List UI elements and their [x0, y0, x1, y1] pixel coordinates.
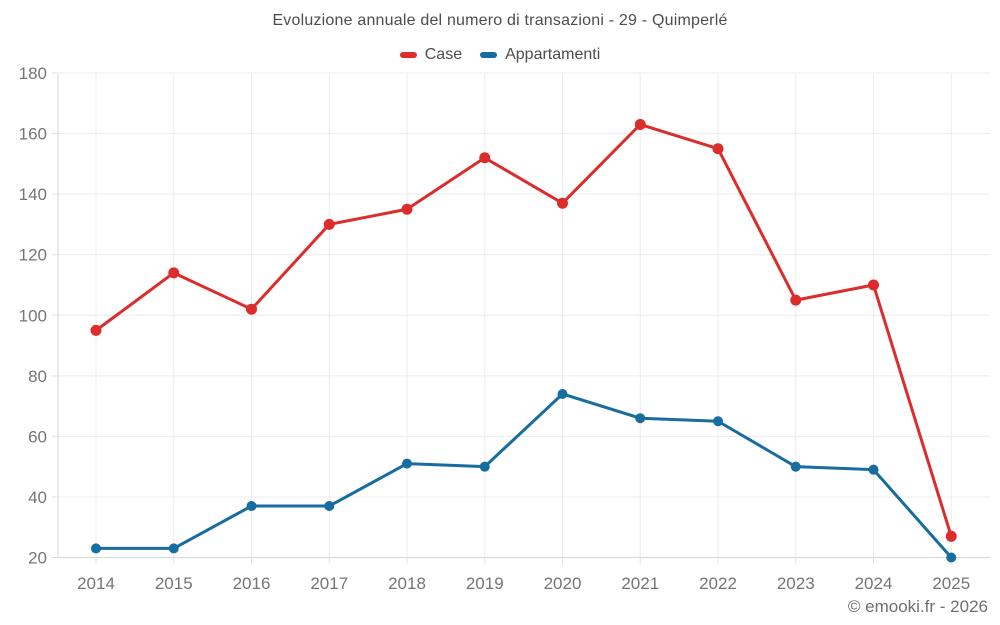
data-point-case: [634, 118, 646, 130]
data-point-appartamenti: [790, 461, 801, 472]
legend-item-appartamenti[interactable]: Appartamenti: [480, 46, 600, 64]
y-axis-label: 80: [28, 367, 47, 386]
legend-item-case[interactable]: Case: [399, 46, 463, 64]
data-point-case: [401, 203, 413, 215]
chart-legend: Case Appartamenti: [0, 46, 1000, 64]
copyright-footer: © emooki.fr - 2026: [847, 597, 988, 616]
data-point-case: [868, 279, 879, 291]
legend-label-appartamenti: Appartamenti: [505, 46, 601, 63]
chart-title: Evoluzione annuale del numero di transaz…: [272, 12, 728, 29]
x-axis-label: 2015: [155, 574, 193, 593]
y-axis-label: 120: [19, 246, 47, 265]
data-point-case: [945, 530, 957, 542]
data-point-appartamenti: [635, 413, 646, 424]
x-axis-label: 2014: [77, 574, 115, 593]
legend-label-case: Case: [424, 46, 463, 63]
data-point-case: [479, 152, 491, 164]
data-point-appartamenti: [402, 458, 412, 469]
y-axis-label: 40: [28, 488, 47, 507]
data-point-case: [712, 143, 724, 155]
x-axis-label: 2024: [855, 574, 893, 593]
x-axis-label: 2025: [932, 574, 970, 593]
data-point-appartamenti: [168, 543, 179, 554]
data-point-appartamenti: [324, 501, 335, 512]
data-point-case: [323, 218, 335, 230]
x-axis-label: 2018: [388, 574, 426, 593]
data-point-appartamenti: [91, 543, 101, 554]
x-axis-label: 2020: [544, 574, 582, 593]
x-axis-label: 2019: [466, 574, 504, 593]
data-point-case: [168, 267, 180, 279]
data-point-appartamenti: [946, 552, 957, 563]
data-point-case: [246, 303, 257, 315]
y-axis-label: 20: [28, 549, 47, 568]
y-axis-label: 140: [19, 185, 47, 204]
data-point-appartamenti: [868, 464, 879, 475]
x-axis-label: 2017: [310, 574, 348, 593]
x-axis-label: 2023: [777, 574, 815, 593]
data-point-case: [90, 324, 102, 336]
data-point-appartamenti: [479, 461, 490, 472]
series-line-case: [94, 122, 953, 538]
data-point-appartamenti: [557, 388, 568, 399]
legend-swatch-appartamenti: [480, 52, 498, 58]
series-line-appartamenti: [94, 392, 953, 559]
data-point-case: [557, 197, 568, 209]
data-point-appartamenti: [713, 416, 723, 427]
y-axis-label: 100: [19, 306, 47, 325]
x-axis-label: 2021: [621, 574, 659, 593]
y-axis-label: 60: [28, 427, 47, 446]
x-axis-label: 2022: [699, 574, 737, 593]
y-axis-label: 160: [19, 125, 47, 144]
data-point-case: [790, 294, 802, 306]
data-point-appartamenti: [246, 501, 257, 512]
legend-swatch-case: [399, 52, 417, 58]
y-axis-label: 180: [19, 64, 47, 83]
x-axis-label: 2016: [233, 574, 271, 593]
